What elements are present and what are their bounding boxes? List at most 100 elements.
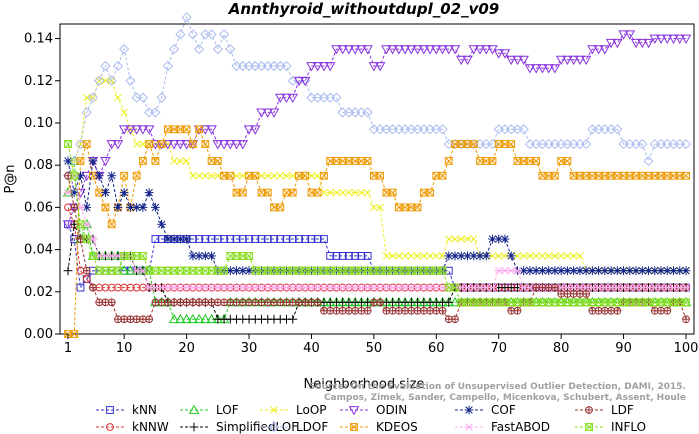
data-point-loop	[232, 171, 241, 180]
y-tick-label: 0.10	[24, 116, 53, 131]
data-point-odin	[106, 140, 117, 150]
data-point-inflo	[431, 266, 441, 275]
data-point-ldf	[70, 203, 79, 212]
data-point-odin	[312, 62, 323, 72]
data-point-kdeos	[551, 171, 559, 180]
data-point-loop	[532, 252, 540, 260]
data-point-inflo	[144, 266, 154, 275]
data-point-odin	[343, 45, 355, 55]
data-point-odin	[505, 55, 517, 66]
data-point-loop	[494, 252, 503, 260]
data-point-kdeos	[494, 140, 503, 148]
data-point-loop	[326, 188, 334, 197]
data-point-ldf	[76, 235, 85, 243]
data-point-odin	[580, 55, 592, 66]
data-point-odin	[324, 62, 336, 72]
data-point-inflo	[325, 266, 335, 275]
data-point-loop	[488, 252, 497, 260]
data-point-knn	[251, 235, 260, 243]
data-point-odin	[62, 220, 74, 230]
data-point-ldof	[187, 29, 198, 40]
data-point-inflo	[419, 266, 429, 275]
data-point-loop	[307, 171, 316, 180]
data-point-loop	[376, 203, 384, 212]
data-point-loop	[501, 252, 509, 260]
data-point-odin	[143, 125, 155, 135]
data-point-odin	[574, 55, 586, 66]
data-point-loop	[544, 252, 553, 260]
data-point-inflo	[600, 298, 610, 307]
data-point-odin	[212, 140, 224, 150]
data-point-odin	[399, 45, 411, 55]
data-point-kdeos	[257, 188, 266, 197]
data-point-kdeos	[232, 188, 241, 197]
data-point-odin	[474, 45, 486, 55]
legend-item-fastabod: FastABOD	[455, 420, 550, 434]
data-point-kdeos	[95, 188, 103, 197]
data-point-kdeos	[551, 171, 559, 180]
data-point-inflo	[100, 266, 111, 275]
data-point-inflo	[562, 298, 573, 307]
data-point-inflo	[256, 266, 267, 275]
data-point-odin	[362, 45, 373, 55]
data-point-kdeos	[395, 203, 403, 212]
data-point-inflo	[650, 298, 660, 307]
data-point-inflo	[75, 220, 86, 229]
data-point-inflo	[263, 266, 273, 275]
data-point-inflo	[637, 298, 647, 307]
data-point-odin	[680, 34, 692, 44]
data-point-odin	[437, 45, 448, 55]
series-line-loop	[67, 80, 686, 272]
data-point-inflo	[194, 266, 204, 275]
data-point-kdeos	[482, 157, 490, 165]
data-point-odin	[131, 125, 142, 135]
data-point-inflo	[300, 266, 310, 275]
data-point-odin	[543, 64, 554, 74]
data-point-inflo	[656, 298, 666, 307]
data-point-ldof	[181, 12, 192, 23]
data-point-inflo	[581, 298, 591, 307]
data-point-inflo	[450, 283, 460, 292]
data-point-kdeos	[632, 171, 640, 180]
data-point-kdeos	[257, 188, 266, 197]
data-point-cof	[188, 251, 198, 261]
data-point-kdeos	[170, 125, 179, 134]
data-point-kdeos	[675, 171, 684, 180]
data-point-kdeos	[132, 171, 141, 180]
data-point-odin	[100, 157, 111, 167]
data-point-inflo	[188, 266, 198, 275]
data-point-kdeos	[226, 171, 235, 180]
data-point-knn	[363, 252, 372, 260]
data-point-knn	[226, 235, 235, 243]
data-point-inflo	[138, 252, 148, 260]
data-point-odin	[512, 55, 523, 66]
legend-swatch-marker	[106, 423, 114, 431]
data-point-kdeos	[632, 171, 640, 180]
data-point-kdeos	[107, 220, 116, 229]
legend-label: COF	[491, 403, 516, 417]
data-point-odin	[593, 45, 604, 55]
data-point-ldf	[101, 298, 110, 307]
data-point-kdeos	[139, 157, 147, 165]
data-point-cof	[119, 188, 129, 198]
data-point-kdeos	[569, 171, 578, 180]
data-point-knn	[338, 252, 347, 260]
data-point-loop	[120, 108, 128, 117]
data-point-inflo	[88, 252, 98, 260]
data-point-kdeos	[245, 171, 253, 180]
data-point-loop	[320, 188, 328, 197]
legend-swatch-marker	[106, 406, 114, 414]
data-point-kdeos	[600, 171, 609, 180]
data-point-inflo	[394, 266, 404, 275]
data-point-cof	[562, 266, 572, 276]
data-point-loop	[182, 157, 191, 165]
data-point-inflo	[650, 298, 660, 307]
data-point-ldf	[376, 298, 385, 307]
data-point-odin	[618, 30, 629, 40]
data-point-ldof	[362, 107, 373, 118]
data-point-ldof	[362, 107, 373, 118]
data-point-cof	[150, 202, 160, 212]
data-point-loop	[488, 252, 497, 260]
data-point-kdeos	[675, 171, 684, 180]
data-point-kdeos	[332, 157, 341, 165]
